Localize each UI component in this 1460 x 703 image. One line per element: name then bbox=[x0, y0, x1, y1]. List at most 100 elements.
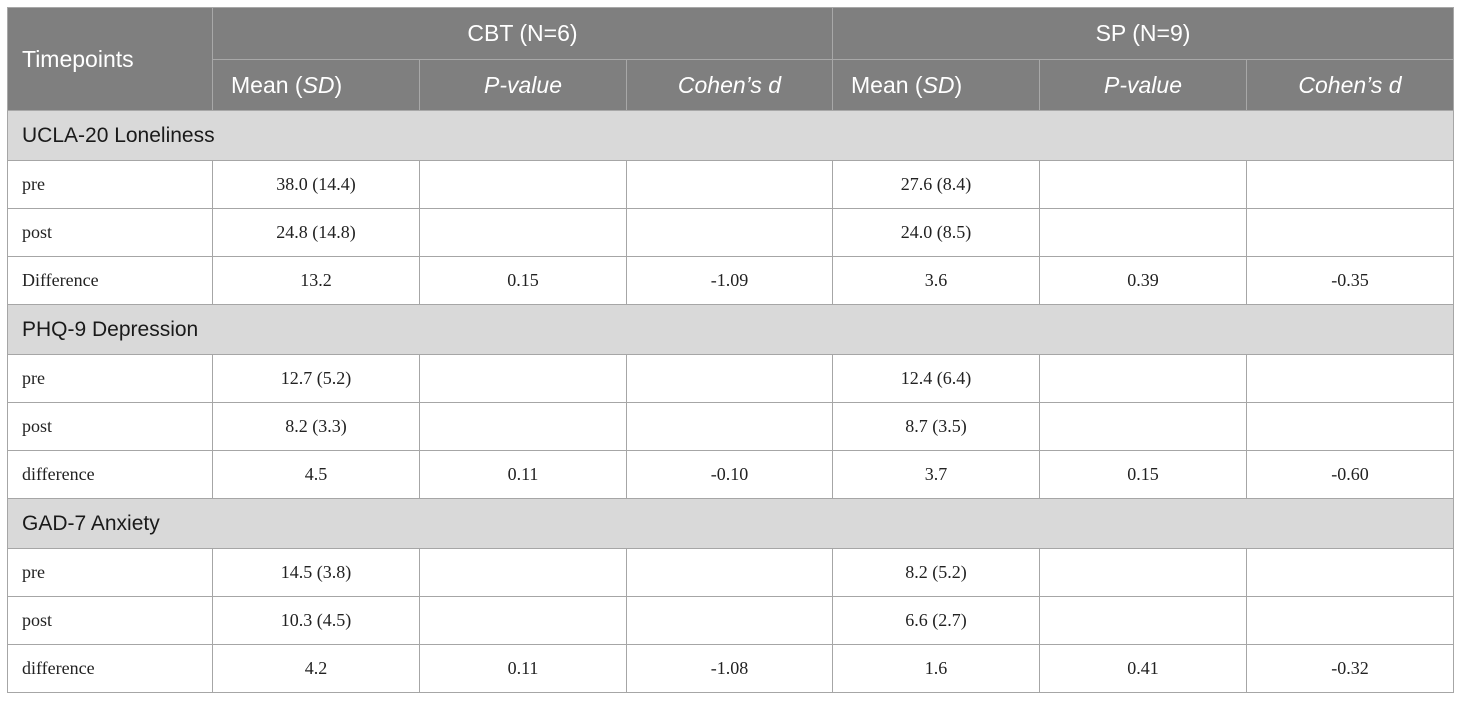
column-header: P-value bbox=[419, 59, 627, 111]
header-text: d bbox=[768, 71, 782, 98]
data-cell bbox=[1039, 596, 1247, 645]
header-text: d bbox=[1388, 71, 1402, 98]
data-row: pre 14.5 (3.8) 8.2 (5.2) bbox=[7, 548, 1454, 597]
row-label: difference bbox=[7, 644, 213, 693]
header-text: SD bbox=[302, 71, 335, 98]
data-cell: -0.32 bbox=[1246, 644, 1454, 693]
subheader-row: Mean (SD) P-value Cohen’s d Mean (SD) P-valu… bbox=[8, 59, 1454, 111]
row-label: pre bbox=[7, 160, 213, 209]
row-label: post bbox=[7, 402, 213, 451]
data-cell: -1.09 bbox=[626, 256, 833, 305]
data-cell: 14.5 (3.8) bbox=[212, 548, 420, 597]
data-row: difference 4.5 0.11 -0.10 3.7 0.15 -0.60 bbox=[7, 450, 1454, 499]
column-header: Mean (SD) bbox=[832, 59, 1040, 111]
data-cell: 4.5 bbox=[212, 450, 420, 499]
data-cell bbox=[1246, 596, 1454, 645]
data-cell bbox=[419, 402, 627, 451]
data-cell bbox=[1246, 354, 1454, 403]
data-cell bbox=[419, 548, 627, 597]
data-cell bbox=[626, 208, 833, 257]
data-cell: 10.3 (4.5) bbox=[212, 596, 420, 645]
data-cell bbox=[1246, 402, 1454, 451]
group-header: SP (N=9) bbox=[832, 7, 1454, 60]
data-cell bbox=[1246, 208, 1454, 257]
data-cell bbox=[626, 160, 833, 209]
section-row: GAD-7 Anxiety bbox=[7, 498, 1454, 549]
data-cell: -1.08 bbox=[626, 644, 833, 693]
row-label: post bbox=[7, 596, 213, 645]
section-row: PHQ-9 Depression bbox=[7, 304, 1454, 355]
header-text: Cohen’s bbox=[1298, 71, 1389, 98]
data-cell: 3.6 bbox=[832, 256, 1040, 305]
data-row: post 8.2 (3.3) 8.7 (3.5) bbox=[7, 402, 1454, 451]
data-cell: 0.39 bbox=[1039, 256, 1247, 305]
column-header: Cohen’s d bbox=[1246, 59, 1454, 111]
data-cell: 0.11 bbox=[419, 644, 627, 693]
header-text: Mean ( bbox=[231, 71, 303, 98]
data-cell: 0.11 bbox=[419, 450, 627, 499]
results-table-container: Timepoints CBT (N=6) SP (N=9) Mean (SD) P-va… bbox=[7, 7, 1454, 693]
data-row: post 10.3 (4.5) 6.6 (2.7) bbox=[7, 596, 1454, 645]
data-cell: -0.35 bbox=[1246, 256, 1454, 305]
section-title: UCLA-20 Loneliness bbox=[7, 110, 1454, 161]
data-cell: 13.2 bbox=[212, 256, 420, 305]
data-cell bbox=[419, 596, 627, 645]
corner-header: Timepoints bbox=[7, 7, 213, 111]
data-cell: 24.8 (14.8) bbox=[212, 208, 420, 257]
data-cell bbox=[1039, 548, 1247, 597]
group-header: CBT (N=6) bbox=[212, 7, 833, 60]
data-row: pre 12.7 (5.2) 12.4 (6.4) bbox=[7, 354, 1454, 403]
data-cell bbox=[1039, 402, 1247, 451]
header-text: ) bbox=[954, 71, 963, 98]
row-label: difference bbox=[7, 450, 213, 499]
data-cell bbox=[1039, 354, 1247, 403]
data-cell: -0.60 bbox=[1246, 450, 1454, 499]
data-cell bbox=[1246, 548, 1454, 597]
data-cell bbox=[1039, 160, 1247, 209]
header-text: Mean ( bbox=[851, 71, 923, 98]
data-cell: 24.0 (8.5) bbox=[832, 208, 1040, 257]
data-cell: 0.15 bbox=[419, 256, 627, 305]
row-label: pre bbox=[7, 548, 213, 597]
data-cell: 12.4 (6.4) bbox=[832, 354, 1040, 403]
data-row: Difference 13.2 0.15 -1.09 3.6 0.39 -0.35 bbox=[7, 256, 1454, 305]
results-table: Timepoints CBT (N=6) SP (N=9) Mean (SD) P-va… bbox=[7, 7, 1454, 693]
data-cell: 27.6 (8.4) bbox=[832, 160, 1040, 209]
data-cell bbox=[419, 208, 627, 257]
data-cell: 8.2 (5.2) bbox=[832, 548, 1040, 597]
data-cell bbox=[626, 354, 833, 403]
data-cell bbox=[1039, 208, 1247, 257]
section-title: PHQ-9 Depression bbox=[7, 304, 1454, 355]
table-header: Timepoints CBT (N=6) SP (N=9) Mean (SD) P-va… bbox=[7, 7, 1454, 111]
data-cell: 8.2 (3.3) bbox=[212, 402, 420, 451]
data-row: pre 38.0 (14.4) 27.6 (8.4) bbox=[7, 160, 1454, 209]
data-cell: 0.41 bbox=[1039, 644, 1247, 693]
section-row: UCLA-20 Loneliness bbox=[7, 110, 1454, 161]
header-text: Cohen’s bbox=[677, 71, 769, 98]
data-cell: 3.7 bbox=[832, 450, 1040, 499]
data-cell bbox=[626, 402, 833, 451]
data-cell: 38.0 (14.4) bbox=[212, 160, 420, 209]
data-cell: 12.7 (5.2) bbox=[212, 354, 420, 403]
header-text: ) bbox=[334, 71, 343, 98]
column-header: P-value bbox=[1039, 59, 1247, 111]
header-row: Timepoints CBT (N=6) SP (N=9) bbox=[7, 7, 1454, 111]
row-label: post bbox=[7, 208, 213, 257]
row-label: pre bbox=[7, 354, 213, 403]
column-header: Mean (SD) bbox=[212, 59, 420, 111]
data-cell bbox=[419, 354, 627, 403]
section-title: GAD-7 Anxiety bbox=[7, 498, 1454, 549]
data-cell: 8.7 (3.5) bbox=[832, 402, 1040, 451]
data-cell bbox=[626, 596, 833, 645]
header-text: P-value bbox=[484, 71, 562, 98]
data-cell bbox=[1246, 160, 1454, 209]
data-cell: -0.10 bbox=[626, 450, 833, 499]
data-cell: 0.15 bbox=[1039, 450, 1247, 499]
header-text: SD bbox=[922, 71, 955, 98]
data-cell bbox=[419, 160, 627, 209]
column-header: Cohen’s d bbox=[626, 59, 833, 111]
data-cell: 6.6 (2.7) bbox=[832, 596, 1040, 645]
data-row: post 24.8 (14.8) 24.0 (8.5) bbox=[7, 208, 1454, 257]
table-body: UCLA-20 Loneliness pre 38.0 (14.4) 27.6 (8.… bbox=[7, 110, 1454, 693]
data-cell: 4.2 bbox=[212, 644, 420, 693]
